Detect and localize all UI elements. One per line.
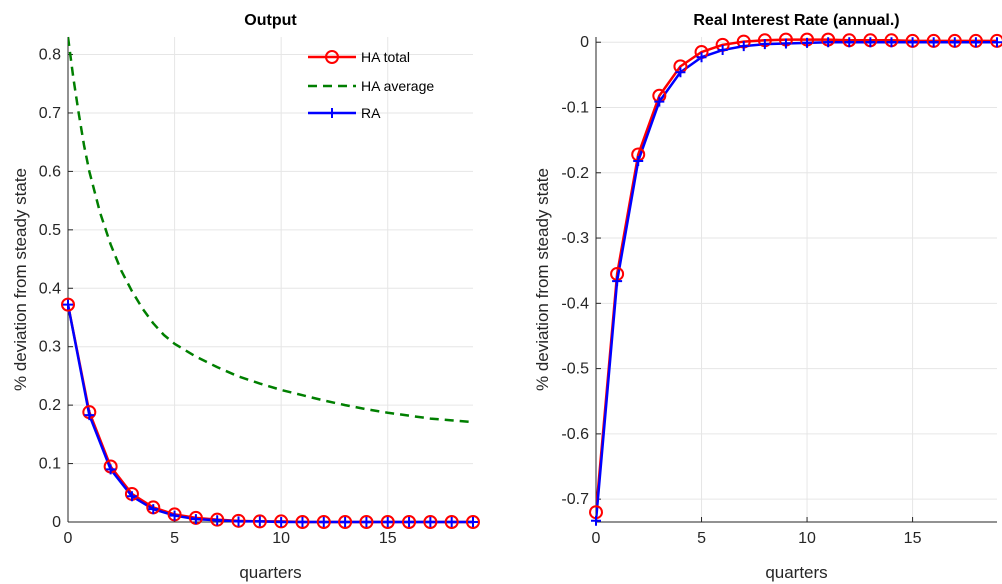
data-point-ha-total — [338, 515, 353, 529]
data-point-ra — [361, 517, 372, 527]
data-point-ha-total — [61, 297, 75, 312]
data-point-ra — [318, 517, 329, 527]
plot-title: Real Interest Rate (annual.) — [693, 12, 899, 29]
series-line-ra — [596, 40, 997, 521]
data-point-ra — [992, 37, 1002, 48]
data-point-ra — [633, 156, 644, 167]
y-axis-label: % deviation from steady state — [533, 168, 552, 391]
data-point-ra — [654, 96, 665, 107]
y-tick-label: 0.1 — [39, 456, 61, 473]
y-tick-label: 0.4 — [39, 280, 61, 297]
chart-panel-2: 0 5 10 15 0 -0.1 -0.2 -0.3 -0.4 -0.5 -0.6 -0.7 Real … — [533, 12, 1002, 582]
data-point-ha-total — [316, 515, 331, 529]
data-point-ha-total — [274, 514, 289, 529]
y-tick-label: 0 — [52, 514, 61, 531]
x-tick-label: 0 — [592, 530, 601, 547]
data-point-ra — [675, 67, 686, 78]
plot-title: Output — [244, 12, 297, 29]
data-point-ra — [970, 37, 981, 48]
data-point-ra — [591, 515, 601, 526]
data-point-ra — [865, 37, 876, 48]
data-point-ra — [738, 41, 749, 52]
y-tick-label: 0.2 — [39, 397, 61, 414]
data-point-ha-total — [423, 515, 438, 529]
data-point-ra — [907, 37, 918, 48]
legend-label: HA average — [361, 78, 434, 94]
y-tick-label: 0.6 — [39, 163, 61, 180]
data-point-ra — [759, 39, 770, 50]
data-point-ra — [190, 514, 201, 525]
data-point-ra — [297, 517, 308, 527]
data-point-ra — [928, 37, 939, 48]
x-tick-label: 5 — [170, 530, 179, 547]
x-axis-label: quarters — [765, 563, 827, 582]
series-group — [68, 36, 473, 524]
x-tick-label: 10 — [272, 530, 290, 547]
series-line-ha-average — [68, 36, 473, 424]
data-point-ra — [84, 410, 95, 421]
legend-label: RA — [361, 105, 381, 121]
legend: HA total HA average RA — [308, 49, 434, 121]
data-point-ra — [446, 517, 457, 527]
data-point-ra — [696, 52, 707, 63]
data-point-ha-total — [380, 515, 395, 529]
data-point-ra — [105, 464, 116, 475]
x-axis-label: quarters — [239, 563, 301, 582]
y-tick-label: -0.4 — [561, 295, 589, 312]
x-tick-label: 15 — [379, 530, 397, 547]
data-point-ra — [886, 37, 897, 48]
data-point-ra — [126, 491, 137, 502]
data-point-ha-total — [402, 515, 417, 529]
y-tick-label: 0 — [580, 34, 589, 51]
series-group — [596, 38, 997, 521]
data-point-ra — [844, 37, 855, 48]
y-tick-label: 0.5 — [39, 222, 61, 239]
data-point-ha-total — [444, 515, 459, 529]
y-tick-label: -0.1 — [561, 99, 589, 116]
x-tick-label: 5 — [697, 530, 706, 547]
data-point-ha-total — [252, 514, 267, 529]
x-tick-label: 10 — [798, 530, 816, 547]
data-point-ra — [780, 38, 791, 49]
data-point-ha-total — [359, 515, 374, 529]
y-axis-label: % deviation from steady state — [11, 168, 30, 391]
data-point-ra — [802, 37, 813, 48]
data-point-ra — [717, 45, 728, 56]
data-point-ra — [425, 517, 436, 527]
y-tick-label: 0.8 — [39, 47, 61, 64]
data-point-ra — [468, 517, 478, 527]
legend-marker-plus — [327, 108, 337, 118]
data-point-ra — [148, 504, 159, 515]
chart-panel-1: 0 5 10 15 0 0.1 0.2 0.3 0.4 0.5 0.6 0.7 0.8 Output qua… — [11, 12, 480, 582]
data-point-ra — [404, 517, 415, 527]
data-point-ra — [254, 516, 265, 527]
data-point-ra — [169, 510, 180, 521]
data-point-ra — [612, 276, 623, 287]
y-tick-label: -0.2 — [561, 165, 589, 182]
legend-label: HA total — [361, 49, 410, 65]
y-tick-label: -0.5 — [561, 361, 589, 378]
data-point-ra — [233, 516, 244, 527]
x-tick-label: 0 — [64, 530, 73, 547]
data-point-ra — [382, 517, 393, 527]
data-point-ha-total — [231, 513, 246, 528]
y-tick-label: -0.3 — [561, 230, 589, 247]
y-tick-label: 0.7 — [39, 105, 61, 122]
legend-marker-circle — [325, 50, 339, 64]
data-point-ra — [823, 37, 834, 48]
data-point-ra — [212, 515, 223, 526]
data-point-ra — [63, 299, 73, 310]
y-tick-label: -0.6 — [561, 426, 589, 443]
x-tick-label: 15 — [904, 530, 922, 547]
y-tick-label: -0.7 — [561, 491, 589, 508]
y-tick-label: 0.3 — [39, 339, 61, 356]
data-point-ha-total — [295, 515, 310, 529]
data-point-ra — [340, 517, 351, 527]
data-point-ha-total — [466, 515, 480, 529]
data-point-ra — [949, 37, 960, 48]
data-point-ha-total — [210, 512, 225, 527]
data-point-ra — [276, 517, 287, 527]
